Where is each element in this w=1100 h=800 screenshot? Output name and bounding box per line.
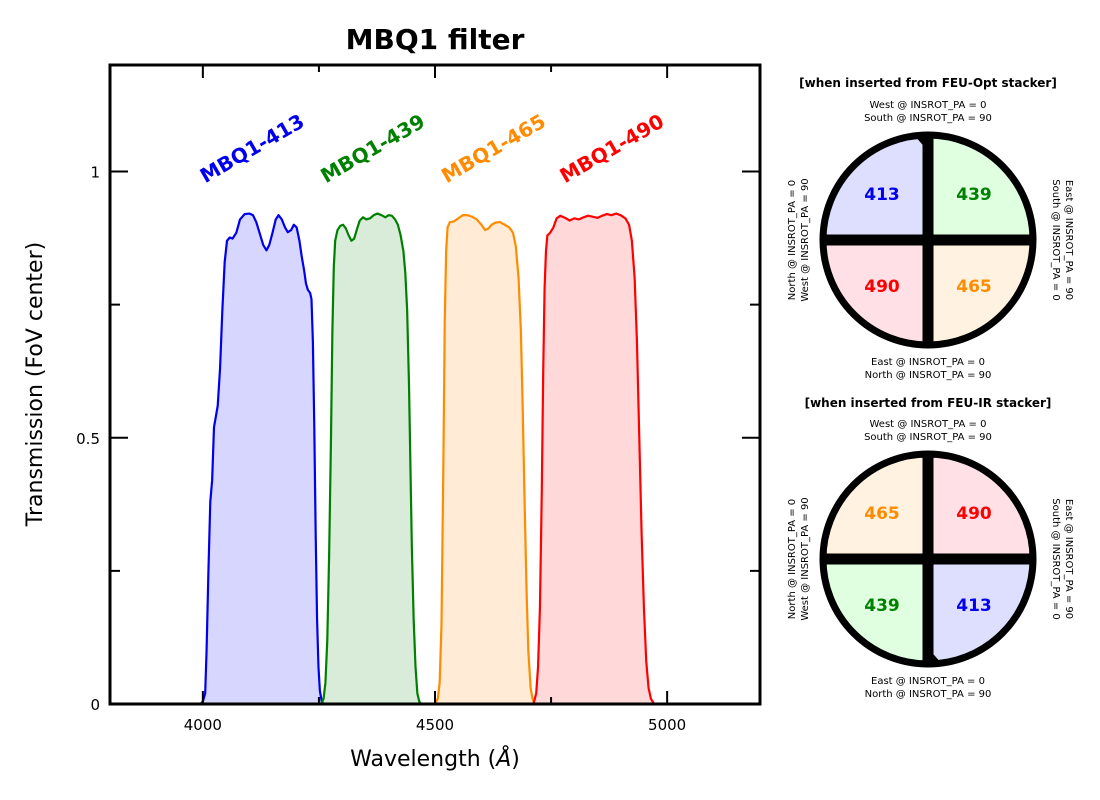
quadrant-label-413: 413 (864, 185, 900, 205)
y-axis-label: Transmission (FoV center) (23, 242, 48, 527)
quadrant-tr-490 (928, 454, 1033, 559)
pupil-cross-horizontal (823, 553, 1033, 565)
pupil-ring (819, 450, 1037, 668)
pupil-cross-horizontal (823, 234, 1033, 246)
transmission-chart: MBQ1-413 MBQ1-439 MBQ1-465 MBQ1-490 4000 450… (23, 23, 762, 772)
x-tick-label: 4000 (184, 716, 222, 734)
quadrant-tl-465 (823, 454, 928, 559)
orientation-left-label: West @ INSROT_PA = 90 (800, 178, 811, 301)
quadrant-label-413: 413 (956, 596, 992, 616)
quadrant-label-439: 439 (864, 596, 900, 616)
quadrant-label-490: 490 (956, 504, 992, 524)
x-tick-label: 4500 (416, 716, 454, 734)
orientation-right-label: South @ INSROT_PA = 0 (1050, 498, 1061, 619)
series-line-mbq1-465 (434, 214, 536, 705)
pupil-diagram-2: [when inserted from FEU-IR stacker] 465 49… (787, 396, 1074, 700)
quadrant-tr-439 (928, 135, 1033, 240)
quadrant-label-465: 465 (864, 504, 900, 524)
series-fill-mbq1-439 (321, 213, 422, 704)
quadrant-bl-490 (823, 240, 928, 345)
orientation-bottom-label: North @ INSROT_PA = 90 (865, 689, 992, 700)
pupil-header: [when inserted from FEU-IR stacker] (805, 396, 1052, 410)
orientation-right-label: East @ INSROT_PA = 90 (1063, 499, 1074, 619)
quadrant-br-465 (928, 240, 1033, 345)
quadrant-tl-413 (823, 135, 928, 240)
series-label-mbq1-465: MBQ1-465 (437, 109, 550, 188)
x-axis-label-close: ) (511, 747, 520, 772)
series-label-mbq1-490: MBQ1-490 (556, 109, 669, 188)
orientation-top-label: South @ INSROT_PA = 90 (864, 432, 992, 443)
pupil-diagrams: [when inserted from FEU-Opt stacker] 413 4… (787, 76, 1074, 700)
pupil-ring (819, 131, 1037, 349)
pupil-header: [when inserted from FEU-Opt stacker] (799, 76, 1057, 90)
series-line-mbq1-413 (199, 212, 325, 705)
orientation-right-label: South @ INSROT_PA = 0 (1050, 179, 1061, 300)
orientation-right-label: East @ INSROT_PA = 90 (1063, 180, 1074, 300)
series-layer: MBQ1-413 MBQ1-439 MBQ1-465 MBQ1-490 (196, 109, 669, 705)
orientation-bottom-label: East @ INSROT_PA = 0 (871, 357, 985, 368)
x-axis-label-main: Wavelength ( (350, 747, 496, 772)
tick-layer: 4000 4500 5000 0 0.5 1 (76, 65, 760, 734)
x-axis-label-unit: Å (494, 745, 511, 772)
quadrant-label-490: 490 (864, 277, 900, 297)
orientation-left-label: North @ INSROT_PA = 0 (787, 499, 798, 619)
orientation-top-label: West @ INSROT_PA = 0 (870, 419, 987, 430)
x-axis-label: Wavelength (Å) (350, 745, 520, 772)
orientation-top-label: South @ INSROT_PA = 90 (864, 113, 992, 124)
series-label-mbq1-439: MBQ1-439 (316, 109, 429, 188)
series-line-mbq1-490 (532, 212, 656, 705)
series-fill-mbq1-413 (200, 213, 324, 704)
orientation-top-label: West @ INSROT_PA = 0 (870, 100, 987, 111)
quadrant-br-413 (928, 559, 1033, 664)
orientation-left-label: North @ INSROT_PA = 0 (787, 180, 798, 300)
series-fill-mbq1-490 (533, 213, 655, 704)
quadrant-bl-439 (823, 559, 928, 664)
y-tick-label: 0 (90, 696, 100, 714)
series-label-mbq1-413: MBQ1-413 (196, 109, 309, 188)
orientation-bottom-label: North @ INSROT_PA = 90 (865, 370, 992, 381)
series-fill-mbq1-465 (435, 215, 535, 704)
series-line-mbq1-439 (320, 212, 422, 705)
chart-title: MBQ1 filter (346, 23, 525, 56)
pupil-diagram-1: [when inserted from FEU-Opt stacker] 413 4… (787, 76, 1074, 381)
quadrant-label-465: 465 (956, 277, 992, 297)
quadrant-label-439: 439 (956, 185, 992, 205)
y-tick-label: 0.5 (76, 430, 100, 448)
orientation-bottom-label: East @ INSROT_PA = 0 (871, 676, 985, 687)
x-tick-label: 5000 (648, 716, 686, 734)
y-tick-label: 1 (90, 164, 100, 182)
orientation-left-label: West @ INSROT_PA = 90 (800, 497, 811, 620)
